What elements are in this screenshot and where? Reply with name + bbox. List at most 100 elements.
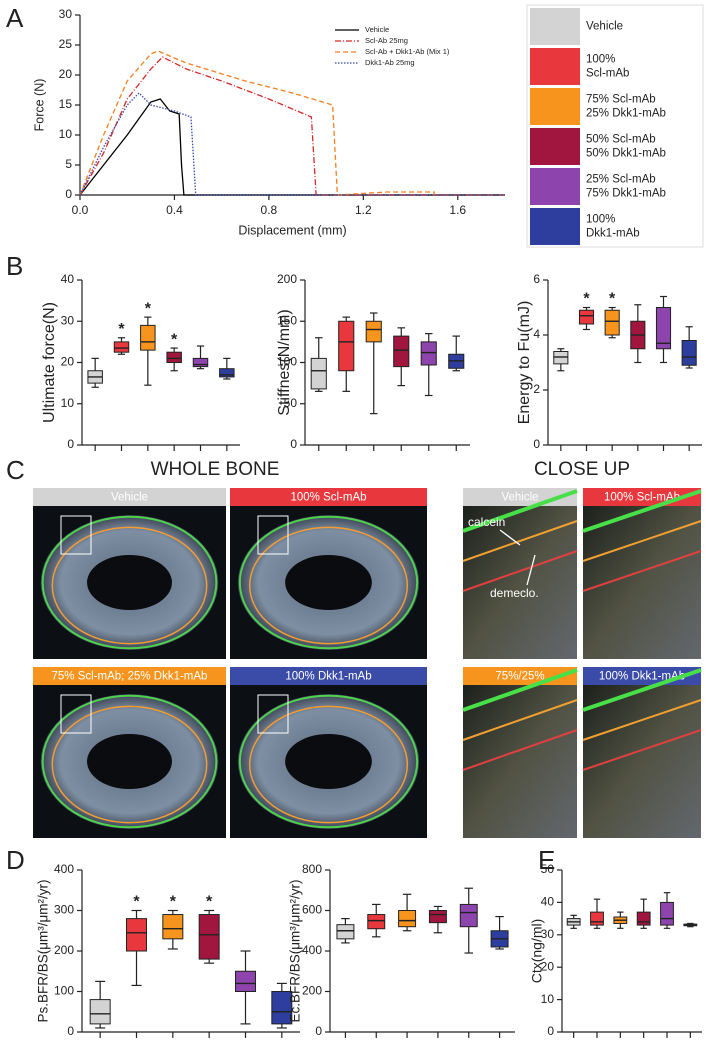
legend-label: Dkk1-Ab 25mg bbox=[365, 58, 415, 67]
label-ring bbox=[41, 515, 218, 650]
y-tick-label: 0 bbox=[67, 1024, 74, 1038]
box bbox=[89, 999, 111, 1025]
box bbox=[271, 991, 293, 1025]
significance: * bbox=[145, 300, 152, 317]
box bbox=[198, 914, 220, 960]
box bbox=[235, 970, 256, 992]
y-tick-label: 40 bbox=[541, 895, 555, 909]
label-band bbox=[582, 699, 702, 741]
roi-box bbox=[257, 515, 289, 555]
marrow bbox=[87, 554, 172, 611]
closeup-tissue bbox=[583, 685, 701, 838]
y-tick-label: 400 bbox=[54, 862, 74, 876]
label-band bbox=[462, 729, 578, 771]
legend-swatch bbox=[530, 128, 580, 165]
box bbox=[166, 351, 182, 363]
label-ring bbox=[51, 705, 208, 824]
legend-text: 100% bbox=[586, 54, 615, 66]
label-band bbox=[582, 520, 702, 562]
panel-letter: D bbox=[6, 845, 25, 875]
legend-text: 25% Dkk1-mAb bbox=[586, 108, 666, 120]
y-tick-label: 100 bbox=[54, 984, 74, 998]
y-tick-label: 100 bbox=[277, 355, 297, 369]
box bbox=[681, 340, 697, 366]
label-band bbox=[582, 489, 702, 533]
y-tick-label: 15 bbox=[59, 97, 73, 111]
image-caption: Vehicle bbox=[501, 492, 538, 504]
y-tick-label: 40 bbox=[61, 272, 75, 286]
caption-bar bbox=[230, 667, 427, 685]
force-curve bbox=[79, 50, 435, 196]
significance: * bbox=[609, 291, 616, 308]
image-caption: 100% Scl-mAb bbox=[604, 492, 680, 504]
marrow bbox=[285, 554, 372, 611]
box bbox=[367, 914, 386, 930]
legend-swatch bbox=[530, 208, 580, 245]
section-title: WHOLE BONE bbox=[151, 459, 280, 480]
image-caption: 100% Dkk1-mAb bbox=[285, 671, 371, 683]
significance: * bbox=[206, 894, 213, 911]
box bbox=[578, 309, 595, 325]
y-axis-label: Energy to Fu(mJ) bbox=[516, 301, 533, 425]
y-tick-label: 10 bbox=[541, 992, 555, 1006]
box bbox=[365, 320, 382, 343]
label-ring bbox=[41, 694, 218, 829]
box bbox=[338, 320, 355, 372]
significance: * bbox=[118, 321, 125, 338]
y-tick-label: 0 bbox=[290, 437, 297, 451]
panel-letter: B bbox=[6, 251, 23, 281]
legend-text: 75% Dkk1-mAb bbox=[586, 188, 666, 200]
y-tick-label: 30 bbox=[59, 7, 73, 21]
section-title: CLOSE UP bbox=[534, 459, 630, 480]
label-ring bbox=[248, 705, 409, 824]
legend-text: 25% Scl-mAb bbox=[586, 174, 656, 186]
y-axis-label: Ultimate force(N) bbox=[41, 302, 58, 423]
legend-swatch bbox=[530, 48, 580, 85]
force-curve bbox=[79, 56, 505, 196]
significance: * bbox=[583, 291, 590, 308]
label-ring bbox=[238, 694, 419, 829]
box bbox=[192, 357, 209, 368]
box bbox=[126, 918, 147, 952]
y-tick-label: 4 bbox=[533, 327, 540, 341]
x-tick-label: 0.4 bbox=[166, 203, 183, 217]
y-tick-label: 5 bbox=[65, 157, 72, 171]
legend-swatch bbox=[530, 168, 580, 205]
significance: * bbox=[170, 894, 177, 911]
y-tick-label: 0 bbox=[547, 1024, 554, 1038]
roi-box bbox=[257, 694, 289, 734]
y-axis-label: Ps.BFR/BS(μm³/μm²/yr) bbox=[36, 879, 51, 1022]
closeup-tissue bbox=[463, 685, 577, 838]
y-tick-label: 2 bbox=[533, 382, 540, 396]
y-tick-label: 50 bbox=[541, 862, 555, 876]
legend-text: Vehicle bbox=[586, 21, 623, 33]
label-band bbox=[462, 489, 578, 533]
x-tick-label: 0.8 bbox=[261, 203, 278, 217]
y-tick-label: 200 bbox=[302, 984, 322, 998]
box bbox=[398, 910, 417, 928]
caption-bar bbox=[230, 488, 427, 506]
y-tick-label: 200 bbox=[277, 272, 297, 286]
box bbox=[336, 924, 355, 940]
y-tick-label: 6 bbox=[533, 272, 540, 286]
y-tick-label: 300 bbox=[54, 903, 74, 917]
legend-text: 75% Scl-mAb bbox=[586, 94, 656, 106]
legend-text: Dkk1-mAb bbox=[586, 228, 640, 240]
box bbox=[590, 911, 604, 926]
y-axis-label: Stiffnes(N/mm) bbox=[276, 309, 293, 415]
label-band bbox=[582, 550, 702, 592]
arrow bbox=[526, 554, 536, 586]
label-band bbox=[582, 668, 702, 712]
y-tick-label: 800 bbox=[302, 862, 322, 876]
label-ring bbox=[248, 526, 409, 645]
image-caption: 75%/25% bbox=[495, 671, 544, 683]
force-curve bbox=[79, 92, 505, 196]
box bbox=[113, 341, 130, 353]
y-tick-label: 10 bbox=[59, 127, 73, 141]
y-tick-label: 150 bbox=[277, 313, 297, 327]
legend-swatch bbox=[530, 8, 580, 45]
panel-letter: C bbox=[6, 455, 25, 485]
y-tick-label: 20 bbox=[541, 959, 555, 973]
label-band bbox=[462, 699, 578, 741]
